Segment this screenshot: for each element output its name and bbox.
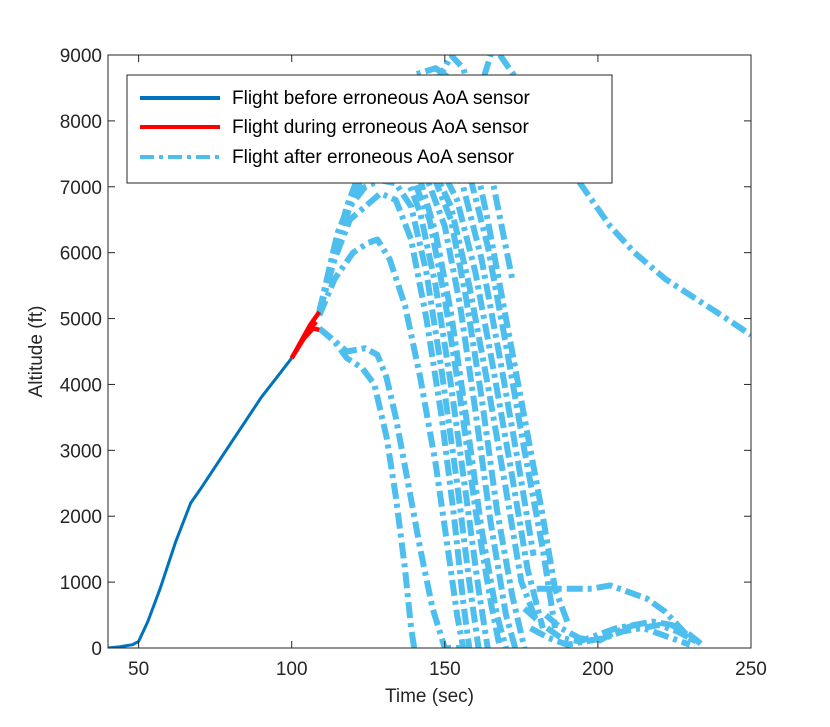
legend-label-after: Flight after erroneous AoA sensor xyxy=(232,147,515,168)
y-tick-label-6: 6000 xyxy=(60,244,102,265)
legend-label-during: Flight during erroneous AoA sensor xyxy=(232,117,529,138)
tick-layer: 50 100 150 200 250 0 1000 2000 3000 4000 5000 6000 7… xyxy=(60,46,767,680)
x-axis-label: Time (sec) xyxy=(385,686,474,707)
after-series-line-19 xyxy=(522,606,704,648)
after-series-line-1 xyxy=(317,326,418,648)
y-tick-label-1: 1000 xyxy=(60,573,102,594)
x-tick-label-3: 200 xyxy=(582,659,614,680)
y-tick-label-0: 0 xyxy=(91,639,102,660)
y-tick-label-8: 8000 xyxy=(60,112,102,133)
y-tick-label-2: 2000 xyxy=(60,507,102,528)
x-tick-label-1: 100 xyxy=(276,659,308,680)
y-tick-label-3: 3000 xyxy=(60,441,102,462)
after-series-line-18 xyxy=(536,582,699,647)
after-series-line-3 xyxy=(316,190,473,648)
y-axis-label: Altitude (ft) xyxy=(26,306,47,398)
after-series-line-21 xyxy=(543,612,691,648)
before-series-line xyxy=(108,357,293,648)
after-series-line-20 xyxy=(529,621,698,648)
during-series-line-2 xyxy=(295,320,318,350)
x-tick-label-2: 150 xyxy=(429,659,461,680)
y-tick-label-4: 4000 xyxy=(60,375,102,396)
x-tick-label-0: 50 xyxy=(128,659,149,680)
axes-box xyxy=(107,54,752,649)
after-series-line-0 xyxy=(317,326,464,648)
after-series-line-9 xyxy=(316,144,528,648)
legend: Flight before erroneous AoA sensor Fligh… xyxy=(126,74,613,184)
y-tick-label-5: 5000 xyxy=(60,310,102,331)
legend-label-before: Flight before erroneous AoA sensor xyxy=(232,88,531,109)
x-tick-label-4: 250 xyxy=(735,659,767,680)
y-tick-label-7: 7000 xyxy=(60,178,102,199)
after-series-line-2 xyxy=(316,236,467,648)
y-tick-label-9: 9000 xyxy=(60,46,102,67)
